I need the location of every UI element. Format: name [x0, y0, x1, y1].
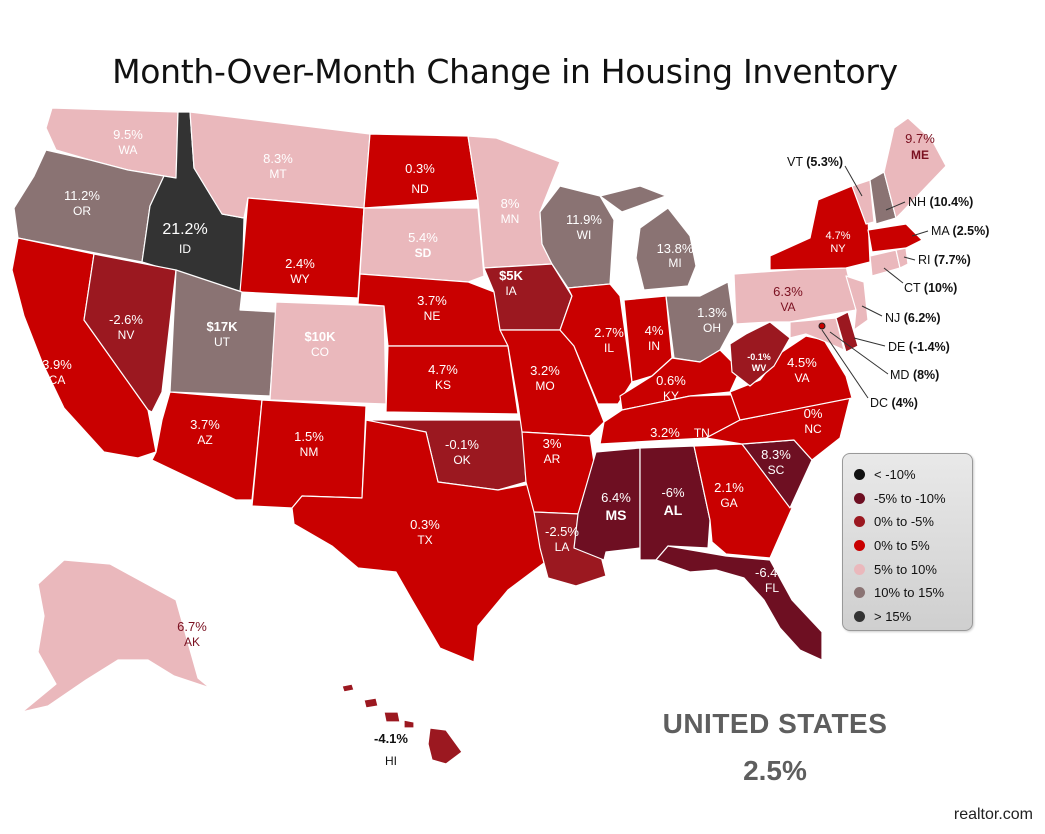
label-ND: 0.3% ND	[405, 161, 435, 196]
source-credit: realtor.com	[953, 806, 1033, 823]
label-SD: 5.4% SD	[408, 230, 438, 260]
state-KS[interactable]	[385, 345, 519, 415]
legend-item: 10% to 15%	[854, 581, 972, 605]
state-SD[interactable]	[359, 207, 485, 283]
legend-swatch	[854, 516, 865, 528]
northeast-callouts	[821, 165, 929, 399]
state-FL[interactable]	[655, 545, 823, 661]
legend-label: -5% to -10%	[874, 490, 946, 506]
state-AK[interactable]	[21, 559, 211, 713]
label-NC: 0% NC	[804, 406, 823, 436]
state-TX[interactable]	[291, 419, 549, 663]
label-PA: 6.3% VA	[773, 284, 803, 314]
label-MN: 8% MN	[501, 196, 520, 226]
state-OH[interactable]	[665, 281, 735, 363]
legend-item: < -10%	[854, 463, 972, 487]
legend-swatch	[854, 469, 865, 481]
state-IL[interactable]	[559, 283, 633, 405]
label-FL: -6.4% FL	[755, 565, 789, 595]
legend-item: > 15%	[854, 605, 972, 629]
legend-swatch	[854, 587, 865, 599]
map-title: Month-Over-Month Change in Housing Inven…	[112, 52, 898, 91]
legend-label: 0% to 5%	[874, 538, 930, 554]
label-VA: 4.5% VA	[787, 355, 817, 385]
label-KS: 4.7% KS	[428, 362, 458, 392]
state-NC[interactable]	[705, 397, 851, 461]
label-WV: -0.1% WV	[747, 352, 771, 373]
state-VT[interactable]	[851, 179, 875, 225]
label-TX: 0.3% TX	[410, 517, 440, 547]
state-labels: 9.5% WA 11.2% OR 3.9% CA 21.2% ID -2.6% NV 8.…	[42, 127, 935, 768]
legend-label: > 15%	[874, 608, 912, 624]
legend: < -10% -5% to -10% 0% to -5% 0% to 5% 5%…	[842, 453, 973, 631]
state-ME[interactable]	[883, 117, 947, 219]
label-TN: 3.2% TN	[650, 425, 710, 440]
label-MI: 13.8% MI	[657, 241, 694, 270]
national-label: UNITED STATES	[662, 708, 888, 739]
legend-item: 0% to 5%	[854, 534, 972, 558]
label-WY: 2.4% WY	[285, 256, 315, 286]
label-IA: $5K IA	[499, 268, 523, 298]
callout-DC: DC (4%)	[870, 396, 918, 410]
legend-label: 5% to 10%	[874, 561, 937, 577]
callout-VT: VT (5.3%)	[787, 155, 843, 169]
label-LA: -2.5% LA	[545, 524, 579, 554]
label-ME: 9.7% ME	[905, 131, 935, 162]
label-OR: 11.2% OR	[64, 188, 100, 218]
label-OK: -0.1% OK	[445, 437, 479, 467]
label-KY: 0.6% KY	[656, 373, 686, 403]
label-AZ: 3.7% AZ	[190, 417, 220, 447]
callout-MA: MA (2.5%)	[931, 224, 989, 238]
legend-swatch	[854, 610, 865, 622]
label-GA: 2.1% GA	[714, 480, 744, 510]
callout-MD: MD (8%)	[890, 368, 939, 382]
label-AL: -6% AL	[661, 485, 685, 518]
legend-swatch	[854, 492, 865, 504]
label-ID: 21.2% ID	[162, 221, 207, 256]
state-MI[interactable]	[599, 185, 697, 291]
legend-item: 0% to -5%	[854, 510, 972, 534]
label-CA: 3.9% CA	[42, 357, 72, 387]
state-HI[interactable]	[341, 683, 463, 765]
label-AK: 6.7% AK	[177, 619, 207, 649]
label-MO: 3.2% MO	[530, 363, 560, 393]
label-IN: 4% IN	[645, 323, 664, 353]
label-WA: 9.5% WA	[113, 127, 143, 157]
label-MS: 6.4% MS	[601, 490, 631, 523]
state-CT[interactable]	[869, 249, 901, 277]
state-WV[interactable]	[729, 321, 791, 387]
national-value: 2.5%	[743, 755, 807, 786]
label-UT: $17K UT	[206, 319, 238, 349]
label-NM: 1.5% NM	[294, 429, 324, 459]
state-MA[interactable]	[867, 223, 923, 253]
legend-label: 10% to 15%	[874, 585, 945, 601]
state-NY[interactable]	[769, 185, 871, 271]
label-NY: 4.7% NY	[825, 230, 850, 255]
legend-swatch	[854, 540, 865, 552]
legend-item: 5% to 10%	[854, 557, 972, 581]
label-OH: 1.3% OH	[697, 305, 727, 335]
callout-RI: RI (7.7%)	[918, 253, 971, 267]
callout-CT: CT (10%)	[904, 281, 957, 295]
label-MT: 8.3% MT	[263, 151, 293, 181]
legend-label: < -10%	[874, 467, 916, 483]
label-IL: 2.7% IL	[594, 325, 624, 355]
callout-NJ: NJ (6.2%)	[885, 311, 941, 325]
label-WI: 11.9% WI	[566, 212, 602, 242]
label-NE: 3.7% NE	[417, 293, 447, 323]
callout-labels: VT (5.3%) NH (10.4%) MA (2.5%) RI (7.7%)…	[787, 155, 989, 410]
legend-label: 0% to -5%	[874, 514, 934, 530]
label-NV: -2.6% NV	[109, 312, 143, 342]
callout-DE: DE (-1.4%)	[888, 340, 950, 354]
legend-item: -5% to -10%	[854, 487, 972, 511]
label-CO: $10K CO	[304, 329, 336, 359]
state-NJ[interactable]	[845, 275, 869, 331]
callout-NH: NH (10.4%)	[908, 195, 973, 209]
label-AR: 3% AR	[543, 436, 562, 466]
label-SC: 8.3% SC	[761, 447, 791, 477]
label-HI: -4.1% HI	[374, 731, 408, 768]
state-DC[interactable]	[818, 322, 826, 330]
legend-swatch	[854, 563, 865, 575]
